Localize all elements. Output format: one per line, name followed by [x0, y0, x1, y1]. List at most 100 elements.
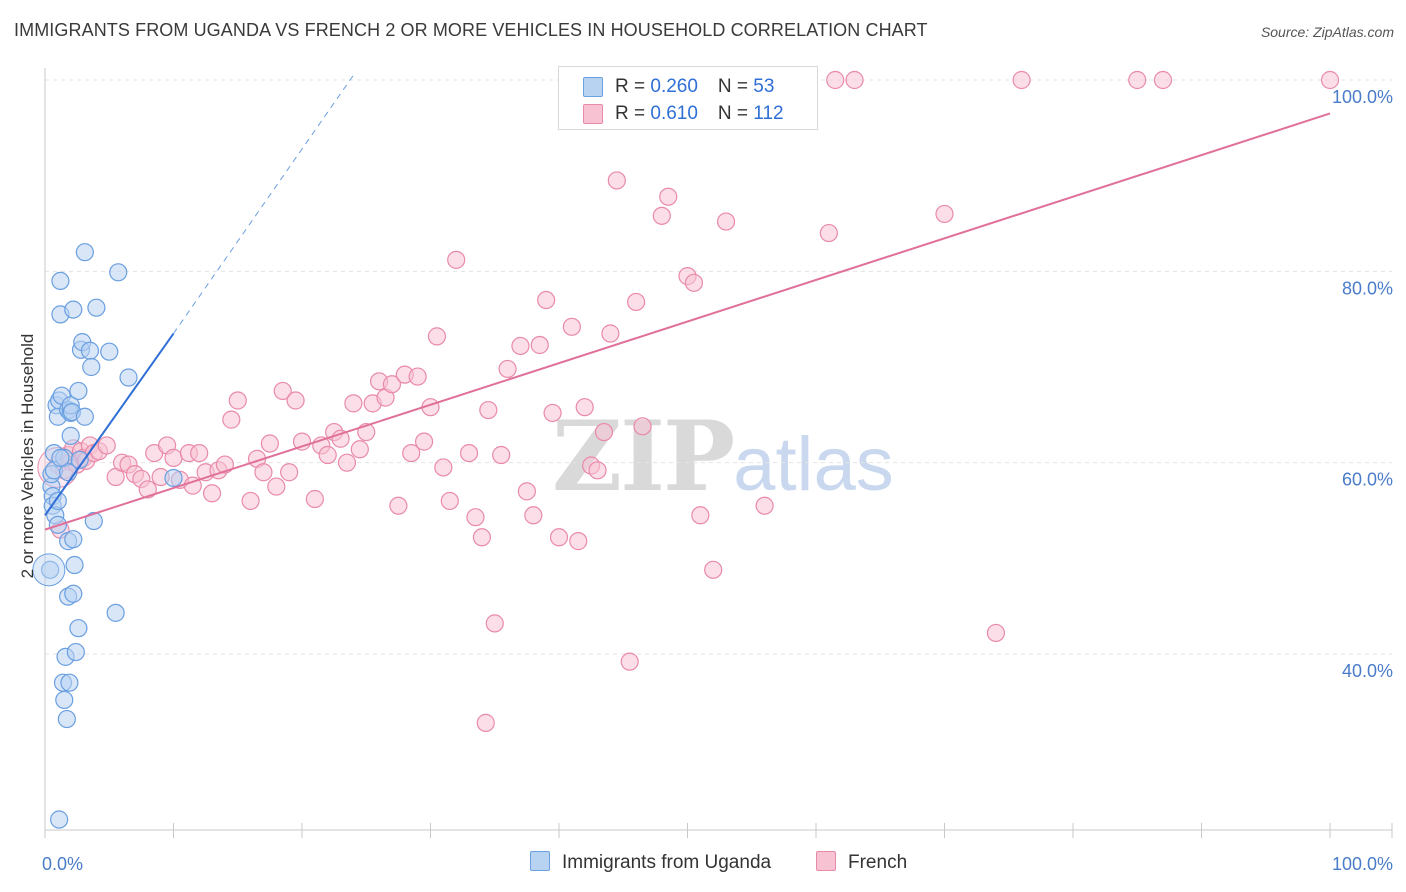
- french-point: [318, 445, 337, 465]
- uganda-point: [48, 491, 67, 511]
- french-point: [549, 528, 569, 547]
- y-tick-label: 100.0%: [1332, 87, 1393, 107]
- french-point: [97, 436, 116, 455]
- uganda-legend-label: Immigrants from Uganda: [562, 852, 772, 873]
- legend-n-label: N =: [717, 76, 754, 97]
- french-point: [498, 359, 517, 379]
- french-point: [684, 273, 704, 292]
- french-point: [562, 317, 581, 336]
- french-point: [267, 477, 286, 496]
- french-point: [530, 335, 549, 355]
- uganda-point: [65, 555, 84, 575]
- french-point: [986, 623, 1006, 643]
- french-point: [492, 445, 511, 465]
- french-point: [138, 480, 157, 499]
- french-point: [575, 398, 594, 417]
- uganda-point: [57, 709, 76, 729]
- legend-r-label: R =: [615, 76, 651, 97]
- french-point: [1153, 70, 1173, 90]
- uganda-point: [64, 530, 83, 549]
- french-point: [845, 70, 864, 90]
- uganda-trend-extension: [173, 74, 354, 334]
- uganda-point: [69, 381, 88, 401]
- french-point: [935, 204, 954, 224]
- french-point: [337, 453, 357, 472]
- french-point: [286, 391, 305, 410]
- uganda-point: [82, 357, 101, 377]
- french-point: [427, 327, 447, 346]
- uganda-point: [51, 271, 70, 290]
- stats-legend: R = 0.260 N = 53 R = 0.610 N = 112: [558, 66, 818, 130]
- french-point: [241, 491, 260, 511]
- french-point: [588, 461, 607, 480]
- uganda-point: [61, 426, 80, 445]
- french-point: [659, 187, 678, 206]
- french-point: [389, 496, 408, 515]
- uganda-point: [41, 560, 60, 579]
- uganda-cluster-point: [32, 553, 66, 587]
- legend-r-label: R =: [615, 103, 651, 124]
- french-point: [691, 506, 710, 525]
- uganda-swatch: [583, 76, 603, 97]
- uganda-point: [87, 298, 106, 317]
- french-point: [601, 324, 620, 343]
- french-point: [704, 560, 723, 579]
- bottom-legend-french: French: [816, 850, 908, 874]
- french-point: [633, 417, 652, 436]
- x-tick-label-max: 100.0%: [1332, 854, 1393, 874]
- french-point: [414, 432, 434, 451]
- french-point: [819, 223, 838, 243]
- uganda-point: [60, 673, 79, 692]
- french-point: [511, 336, 530, 356]
- uganda-point: [55, 690, 74, 710]
- uganda-point: [69, 619, 88, 638]
- watermark-atlas: atlas: [733, 422, 894, 507]
- french-point: [594, 422, 614, 442]
- french-point: [517, 482, 536, 501]
- uganda-point: [75, 407, 94, 426]
- french-point: [537, 290, 556, 310]
- french-point: [1320, 70, 1340, 90]
- french-legend-label: French: [848, 852, 908, 873]
- french-point: [543, 403, 562, 423]
- uganda-point: [164, 468, 183, 488]
- french-point: [434, 458, 453, 477]
- french-point: [228, 391, 247, 410]
- uganda-point: [75, 243, 94, 262]
- uganda-point: [64, 584, 83, 603]
- french-point: [164, 448, 183, 467]
- french-point: [260, 434, 279, 453]
- uganda-point: [50, 810, 69, 829]
- uganda-point: [70, 450, 89, 469]
- french-point: [305, 489, 324, 509]
- french-point: [202, 484, 222, 503]
- french-point: [344, 394, 363, 413]
- legend-n-value: 53: [753, 76, 775, 97]
- uganda-point: [84, 511, 103, 531]
- french-point: [1128, 70, 1147, 90]
- uganda-point: [106, 603, 125, 622]
- french-point: [402, 444, 421, 463]
- trend-lines: [44, 74, 1331, 531]
- legend-row-uganda: R = 0.260 N = 53: [583, 76, 774, 98]
- uganda-point: [109, 263, 128, 282]
- french-point: [472, 528, 491, 547]
- y-tick-label: 60.0%: [1342, 470, 1393, 490]
- french-point: [273, 381, 292, 401]
- legend-row-french: R = 0.610 N = 112: [583, 103, 784, 125]
- french-point: [447, 250, 466, 269]
- french-point: [476, 713, 495, 732]
- french-point: [607, 171, 626, 190]
- french-swatch: [583, 103, 603, 124]
- french-point: [524, 506, 543, 525]
- uganda-trend-line: [44, 332, 175, 516]
- x-tick-label-min: 0.0%: [42, 854, 83, 874]
- axes: [44, 68, 1393, 838]
- french-point: [1012, 70, 1031, 90]
- french-point: [620, 652, 639, 671]
- french-point: [569, 532, 588, 551]
- french-points: [37, 70, 1340, 732]
- french-point: [440, 491, 459, 511]
- chart-title: IMMIGRANTS FROM UGANDA VS FRENCH 2 OR MO…: [14, 20, 928, 40]
